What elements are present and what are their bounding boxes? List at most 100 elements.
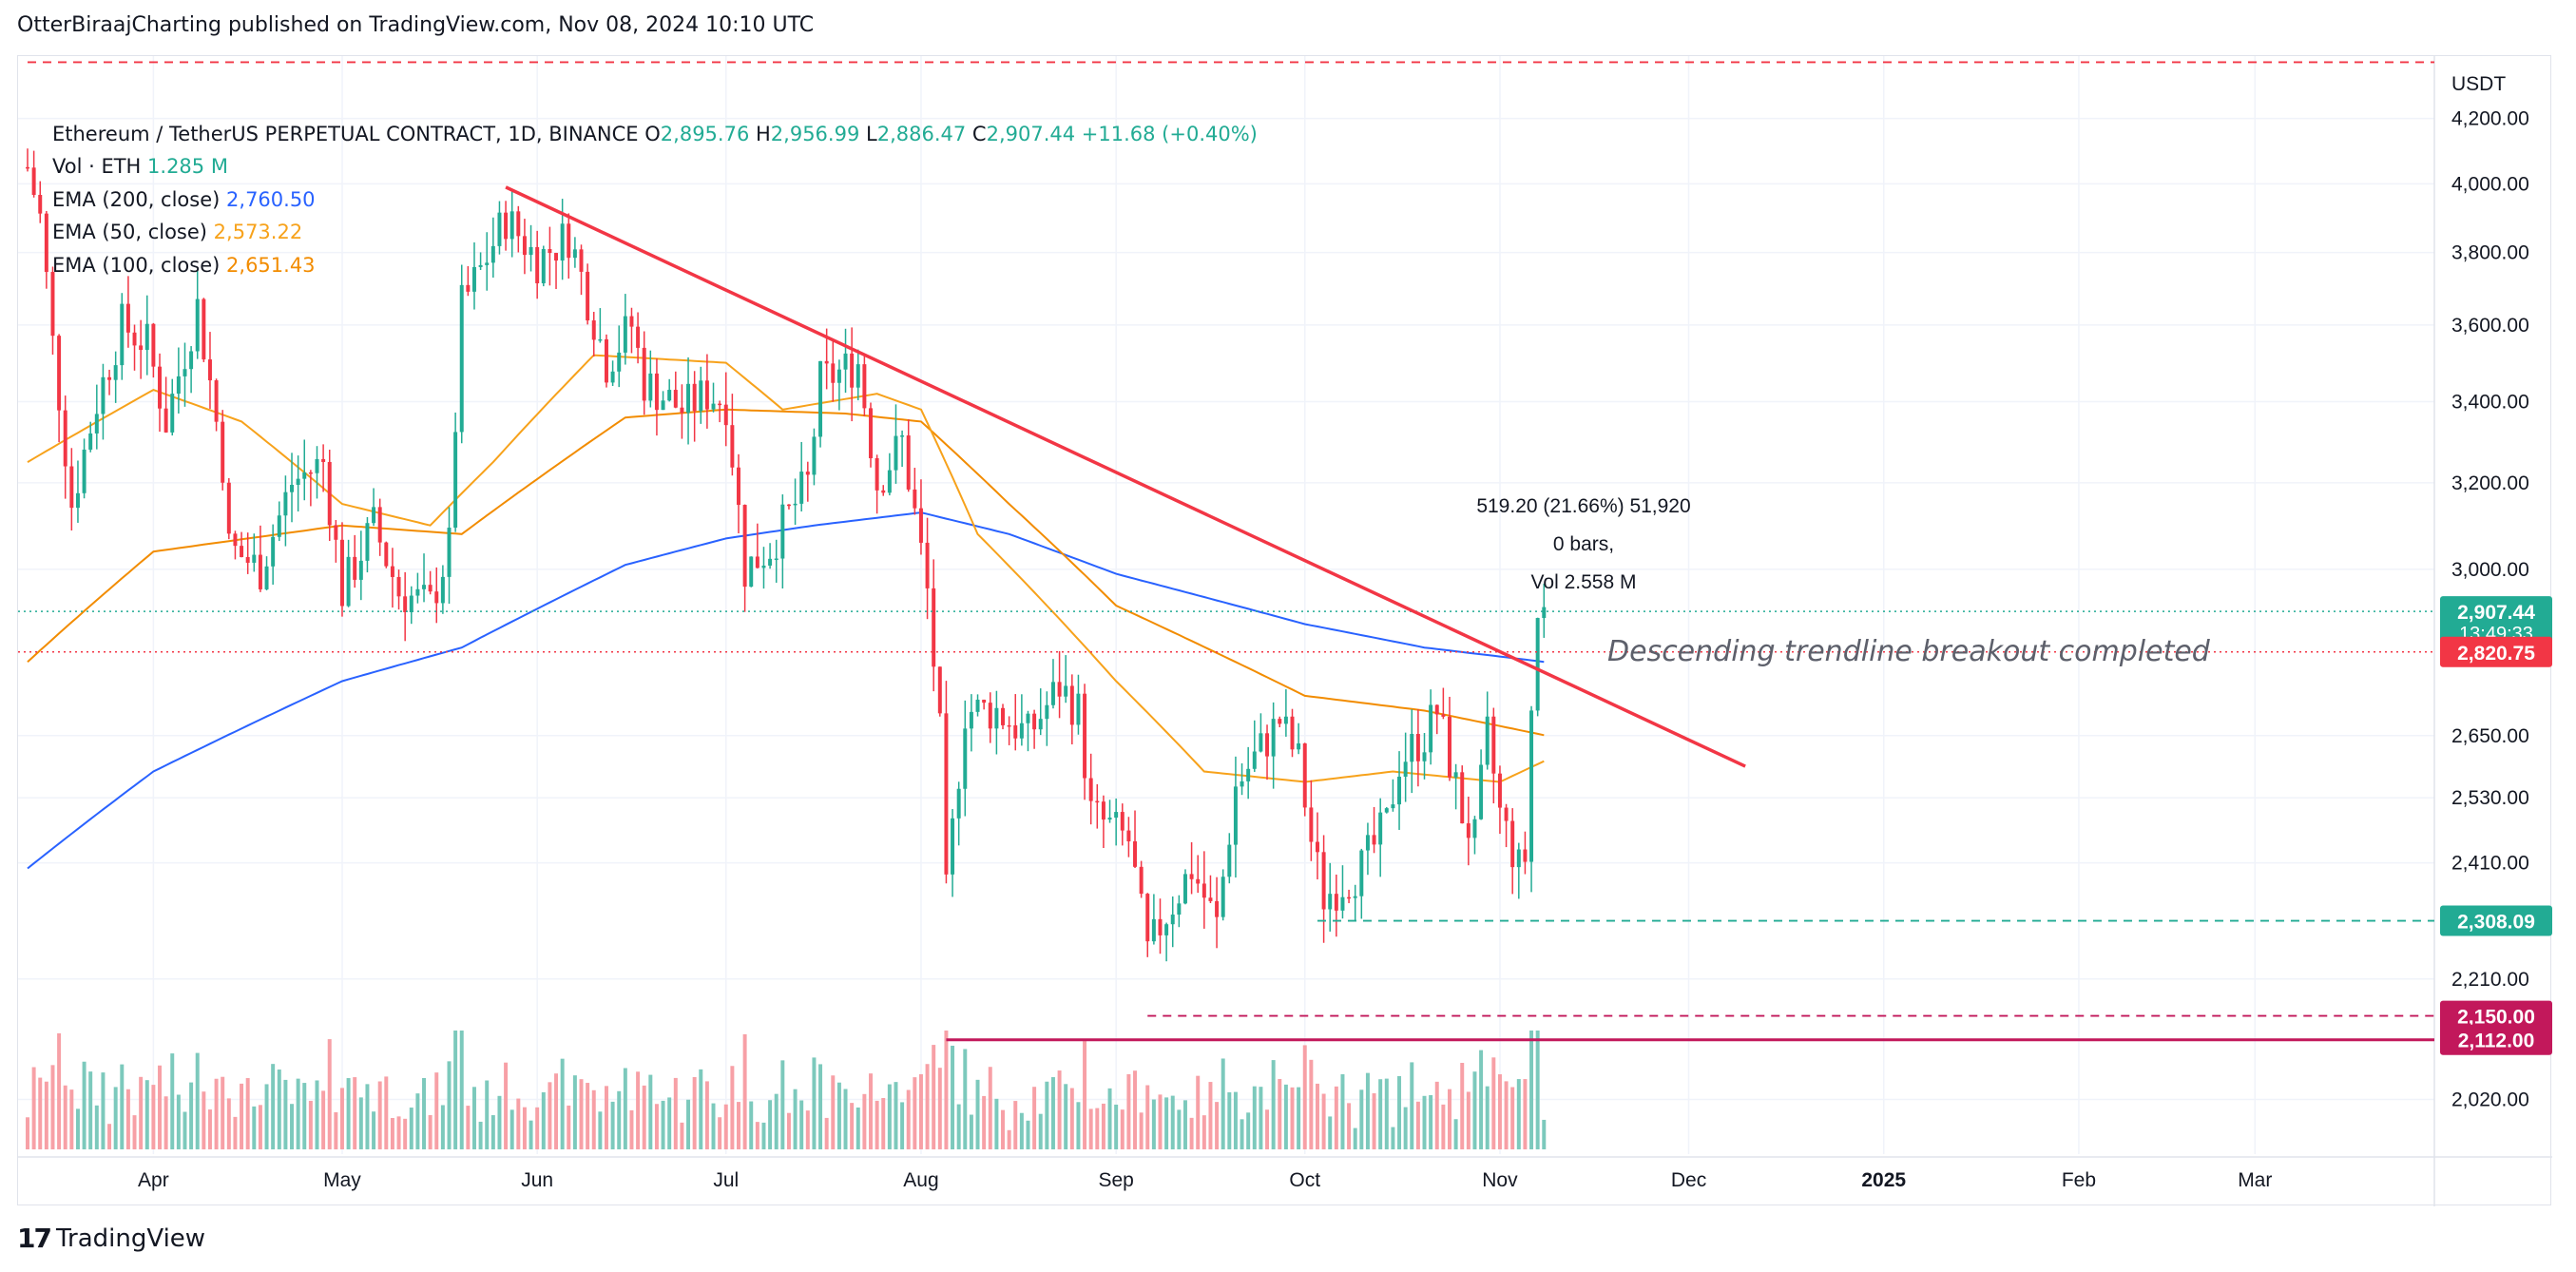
candle-body [428,585,433,592]
volume-bar [478,1121,483,1149]
candle-body [1246,768,1251,781]
volume-bar [1240,1119,1244,1149]
volume-bar [183,1111,187,1149]
candle-body [1120,812,1125,831]
volume-bar [1196,1075,1201,1149]
volume-bar [1076,1102,1081,1149]
candle-body [88,433,93,450]
candle-body [1441,714,1446,717]
volume-bar [718,1117,722,1149]
candle-body [522,236,527,256]
candle-body [598,338,603,341]
volume-bar [1403,1107,1408,1149]
volume-bar [1101,1103,1105,1149]
volume-bar [648,1074,653,1149]
legend-ema200-row[interactable]: EMA (200, close) 2,760.50 [52,188,316,211]
candle-body [906,435,911,490]
legend-ema50-row[interactable]: EMA (50, close) 2,573.22 [52,221,302,243]
legend-symbol-row[interactable]: Ethereum / TetherUS PERPETUAL CONTRACT, … [52,123,1258,145]
candle-body [1278,719,1282,724]
time-axis-tick: Sep [1098,1169,1133,1191]
time-axis-tick: Jul [713,1169,739,1191]
volume-bar [82,1061,87,1149]
volume-bar [623,1068,627,1149]
candle-body [1007,724,1011,727]
volume-bar [471,1087,476,1149]
volume-bar [680,1122,684,1149]
candle-body [1397,776,1402,805]
candle-body [353,556,357,580]
candle-body [1365,835,1370,851]
candle-body [1523,849,1528,862]
volume-bar [855,1108,860,1149]
time-axis-tick: Feb [2062,1169,2096,1191]
volume-bar [610,1101,615,1149]
time-axis-tick: May [323,1169,361,1191]
candle-body [1334,894,1338,911]
candle-body [554,253,559,261]
candle-body [1095,800,1100,803]
volume-bar [264,1084,269,1149]
volume-bar [1126,1073,1131,1149]
candle-body [1189,874,1194,879]
price-label-text: 2,112.00 [2458,1031,2535,1052]
price-axis-tick: 3,800.00 [2451,242,2529,264]
price-axis-tick: 2,530.00 [2451,787,2529,809]
volume-bar [144,1080,149,1149]
price-label-text: 2,820.75 [2457,643,2535,665]
volume-bar [409,1108,413,1149]
candle-body [1372,835,1376,845]
candle-body [440,576,445,604]
volume-bar [605,1086,608,1149]
volume-bar [1297,1087,1301,1149]
time-axis-tick: Jun [521,1169,553,1191]
candle-body [680,407,684,414]
candle-body [610,371,615,383]
candle-body [113,365,118,380]
tradingview-logo[interactable]: 17 TradingView [17,1223,205,1254]
volume-bar [1045,1081,1049,1149]
volume-bar [358,1097,363,1149]
price-chart[interactable]: 2,308.092,150.002,112.002,907.4413:49:33… [18,56,2552,1206]
volume-bar [26,1117,29,1149]
legend-volume-row[interactable]: Vol · ETH 1.285 M [52,155,228,178]
candle-body [94,414,99,434]
candle-body [1215,900,1220,917]
candle-body [151,323,156,367]
volume-bar [189,1082,194,1149]
volume-bar [415,1093,420,1149]
candle-body [258,554,262,589]
volume-bar [831,1075,836,1149]
candle-body [372,507,376,524]
candle-body [1252,751,1257,769]
candle-body [541,249,546,283]
volume-bar [1120,1109,1125,1149]
volume-bar [221,1076,225,1149]
volume-bar [1215,1102,1220,1149]
volume-bar [1221,1058,1225,1149]
candle-body [1378,812,1383,845]
volume-bar [1353,1127,1357,1149]
volume-bar [1542,1119,1547,1149]
volume-bar [843,1089,848,1149]
chart-frame[interactable]: 2,308.09 2,150.00 2,112.00 2,907.44 13:49:33… [17,55,2552,1206]
candle-body [334,525,338,540]
volume-bar [591,1089,596,1149]
volume-bar [586,1083,590,1149]
volume-bar [704,1081,709,1149]
candle-body [579,249,584,272]
candle-body [818,360,823,437]
candle-body [390,566,394,577]
volume-bar [490,1115,495,1149]
candle-body [875,458,879,491]
legend-ema100-row[interactable]: EMA (100, close) 2,651.43 [52,254,316,277]
volume-bar [1170,1095,1175,1149]
volume-bar [1504,1081,1509,1149]
volume-bar [50,1065,55,1149]
volume-bar [642,1085,646,1149]
volume-bar [372,1111,376,1149]
volume-bar [1283,1084,1288,1149]
candle-body [1177,903,1182,915]
candle-body [509,211,514,240]
volume-bar [661,1100,665,1149]
